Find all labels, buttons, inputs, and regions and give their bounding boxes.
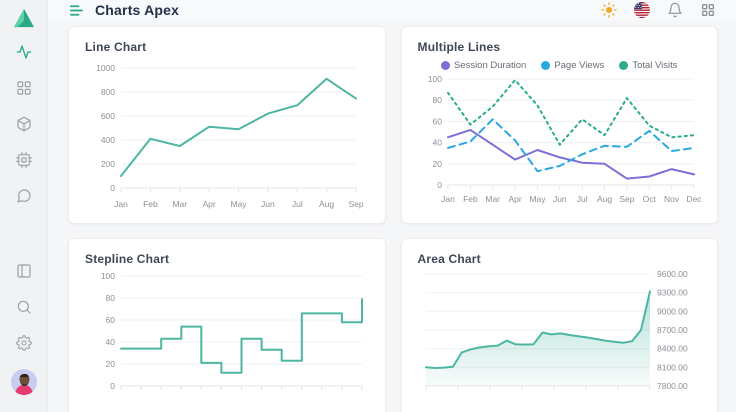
card-title: Multiple Lines [417, 40, 501, 54]
sidebar-item-cpu[interactable] [0, 144, 47, 180]
svg-text:8100.00: 8100.00 [657, 362, 688, 372]
main-area: Charts Apex [48, 0, 736, 412]
svg-text:Mar: Mar [485, 194, 500, 204]
card-stepline-chart: Stepline Chart 0 20 40 60 80 100 [68, 238, 386, 412]
svg-text:Apr: Apr [508, 194, 521, 204]
search-icon [16, 299, 32, 320]
card-title: Stepline Chart [85, 252, 170, 266]
cube-icon [16, 116, 32, 137]
svg-text:0: 0 [110, 381, 115, 391]
card-line-chart: Line Chart 0 200 400 600 800 1000 Jan Feb Mar Apr… [68, 26, 386, 224]
svg-text:9000.00: 9000.00 [657, 306, 688, 316]
card-title: Area Chart [417, 252, 481, 266]
chart-legend: Session Duration Page Views Total Visits [402, 60, 718, 71]
charts-grid: Line Chart 0 200 400 600 800 1000 Jan Feb Mar Apr… [48, 20, 736, 412]
svg-text:Jun: Jun [552, 194, 566, 204]
svg-text:Sep: Sep [348, 199, 363, 209]
sidebar-item-cube[interactable] [0, 108, 47, 144]
svg-text:100: 100 [427, 74, 441, 84]
multiple-lines-chart: 0 20 40 60 80 100 Jan Feb Mar Apr May Jun Jul Aug Sep O… [402, 71, 718, 214]
svg-text:60: 60 [432, 116, 442, 126]
svg-text:8700.00: 8700.00 [657, 325, 688, 335]
svg-text:Feb: Feb [143, 199, 158, 209]
svg-text:100: 100 [101, 271, 115, 281]
sidebar [0, 0, 48, 412]
apps-grid-icon[interactable] [698, 0, 718, 20]
legend-label: Session Duration [453, 60, 527, 71]
svg-text:Mar: Mar [172, 199, 187, 209]
svg-text:Oct: Oct [642, 194, 656, 204]
svg-text:200: 200 [101, 159, 115, 169]
legend-label: Total Visits [632, 60, 678, 71]
svg-text:Jun: Jun [261, 199, 275, 209]
legend-item[interactable]: Total Visits [619, 60, 678, 71]
notifications-bell-icon[interactable] [665, 0, 685, 20]
svg-text:600: 600 [101, 111, 115, 121]
svg-text:0: 0 [110, 183, 115, 193]
user-avatar[interactable] [0, 363, 47, 401]
sidebar-item-grid[interactable] [0, 72, 47, 108]
page-title: Charts Apex [95, 2, 180, 18]
svg-text:9600.00: 9600.00 [657, 269, 688, 279]
activity-icon [16, 44, 32, 65]
svg-text:Feb: Feb [463, 194, 478, 204]
settings-gear-icon [15, 334, 32, 356]
svg-text:Jan: Jan [114, 199, 128, 209]
svg-text:Nov: Nov [664, 194, 680, 204]
stepline-chart: 0 20 40 60 80 100 [69, 266, 385, 397]
card-title: Line Chart [85, 40, 147, 54]
svg-text:Jul: Jul [576, 194, 587, 204]
brand-triangle-logo[interactable] [0, 0, 47, 36]
svg-text:Jan: Jan [441, 194, 455, 204]
svg-text:Aug: Aug [596, 194, 611, 204]
sidebar-item-activity[interactable] [0, 36, 47, 72]
svg-text:40: 40 [432, 138, 442, 148]
svg-text:May: May [529, 194, 546, 204]
header-actions [599, 0, 718, 20]
legend-item[interactable]: Session Duration [440, 60, 527, 71]
hamburger-menu-icon[interactable] [68, 2, 85, 19]
sidebar-item-settings[interactable] [0, 327, 47, 363]
svg-text:60: 60 [106, 315, 116, 325]
svg-text:0: 0 [437, 180, 442, 190]
card-multiple-lines: Multiple Lines Session Duration Page View… [400, 26, 718, 224]
legend-label: Page Views [554, 60, 605, 71]
sidebar-item-layout[interactable] [0, 255, 47, 291]
svg-text:80: 80 [106, 293, 116, 303]
language-us-flag-icon[interactable] [632, 0, 652, 20]
svg-text:20: 20 [106, 359, 116, 369]
svg-text:7800.00: 7800.00 [657, 381, 688, 391]
grid-icon [16, 80, 32, 101]
svg-text:Apr: Apr [202, 199, 215, 209]
svg-text:Sep: Sep [619, 194, 634, 204]
svg-text:40: 40 [106, 337, 116, 347]
card-area-chart: Area Chart 7800.00 8100.00 8400.00 8700.00 9… [400, 238, 718, 412]
svg-text:May: May [230, 199, 247, 209]
line-chart: 0 200 400 600 800 1000 Jan Feb Mar Apr May Jun Jul Au… [69, 54, 385, 219]
svg-text:800: 800 [101, 87, 115, 97]
legend-marker-icon [440, 61, 450, 70]
legend-item[interactable]: Page Views [541, 60, 604, 71]
header: Charts Apex [48, 0, 736, 20]
svg-text:Aug: Aug [319, 199, 334, 209]
sidebar-item-search[interactable] [0, 291, 47, 327]
area-chart: 7800.00 8100.00 8400.00 8700.00 9000.00 9300.… [402, 266, 718, 397]
svg-text:Jul: Jul [292, 199, 303, 209]
svg-text:9300.00: 9300.00 [657, 288, 688, 298]
theme-sun-icon[interactable] [599, 0, 619, 20]
legend-marker-icon [541, 61, 551, 70]
chat-bubble-icon [16, 188, 32, 209]
cpu-icon [15, 151, 32, 173]
svg-text:400: 400 [101, 135, 115, 145]
svg-text:Dec: Dec [686, 194, 702, 204]
svg-text:20: 20 [432, 159, 442, 169]
layout-panel-icon [16, 263, 32, 284]
legend-marker-icon [619, 61, 629, 70]
sidebar-item-chat[interactable] [0, 180, 47, 216]
svg-text:1000: 1000 [96, 63, 115, 73]
svg-text:80: 80 [432, 95, 442, 105]
svg-text:8400.00: 8400.00 [657, 344, 688, 354]
